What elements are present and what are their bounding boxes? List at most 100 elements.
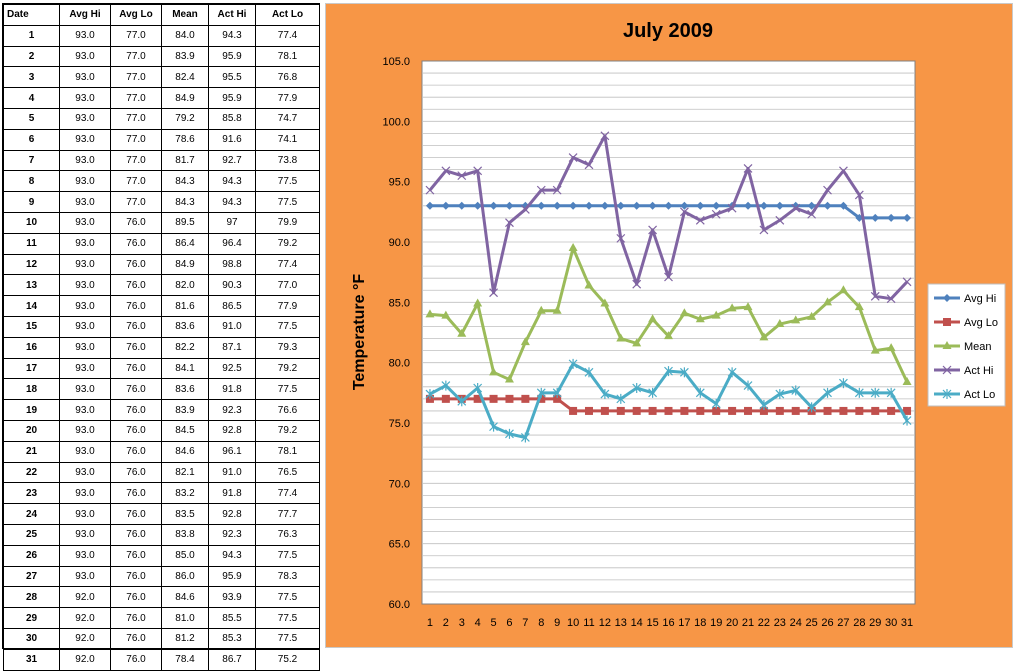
table-cell: 19 [3,399,60,421]
table-cell: 76.0 [110,211,162,234]
marker-stroke [759,225,769,235]
marker-stroke [473,166,483,176]
table-cell: 12 [3,253,60,276]
x-tick-label: 7 [522,617,528,629]
table-cell: 74.7 [255,107,320,130]
table-cell: 92.3 [208,523,256,546]
y-tick-label: 80.0 [389,358,410,370]
data-point [902,277,912,287]
table-cell: 21 [3,440,60,463]
table-cell: 91.6 [208,128,256,151]
data-point [695,215,705,225]
table-cell: 86.7 [208,648,256,671]
marker-stroke [727,203,737,213]
column-header: Mean [161,4,209,26]
data-point [441,394,450,403]
data-point [854,302,864,311]
data-point [854,190,864,200]
marker-stroke [743,163,753,173]
data-point [839,201,848,210]
table-cell: 95.9 [208,87,256,109]
data-point [823,201,832,210]
legend-label: Act Lo [964,389,995,401]
data-point [902,376,912,385]
data-point [425,185,435,195]
table-cell: 77.5 [255,170,320,193]
data-point [600,201,609,210]
table-cell: 77.0 [110,87,162,109]
table-cell: 92.7 [208,149,256,172]
table-cell: 92.3 [208,399,256,421]
table-cell: 93.0 [59,211,111,234]
table-cell: 17 [3,357,60,380]
y-tick-label: 65.0 [389,539,410,551]
table-cell: 77.5 [255,586,320,609]
data-point [886,387,896,398]
table-cell: 76.0 [110,482,162,505]
table-cell: 94.3 [208,544,256,567]
table-cell: 27 [3,565,60,588]
data-point [520,204,530,214]
table-cell: 83.6 [161,378,209,401]
data-point [505,201,514,210]
table-row: 5 93.0 77.0 79.2 85.8 74.7 [3,107,320,130]
data-point [441,380,451,391]
data-point [943,318,951,326]
table-cell: 76.0 [110,461,162,484]
data-point [839,166,848,176]
table-cell: 93.0 [59,544,111,567]
table-cell: 79.2 [255,357,320,380]
x-tick-label: 11 [583,617,594,629]
data-point [823,387,832,398]
table-cell: 77.5 [255,627,320,650]
table-cell: 97 [208,211,256,234]
data-point [759,332,769,341]
data-point [903,213,912,222]
table-cell: 77.0 [110,128,162,151]
marker-stroke [775,215,785,225]
table-cell: 74.1 [255,128,320,151]
table-cell: 76.0 [110,503,162,525]
table-cell: 84.6 [161,440,209,463]
table-cell: 87.1 [208,336,256,359]
table-cell: 77.0 [255,274,320,297]
table-cell: 83.9 [161,45,209,68]
table-cell: 90.3 [208,274,256,297]
table-cell: 78.1 [255,440,320,463]
table-cell: 92.8 [208,503,256,525]
data-point [616,201,625,210]
table-row: 31 92.0 76.0 78.4 86.7 75.2 [3,648,320,671]
table-cell: 18 [3,378,60,401]
table-cell: 94.3 [208,170,256,193]
marker-stroke [839,166,848,176]
x-tick-label: 19 [710,617,722,629]
table-cell: 93.0 [59,232,111,255]
marker-stroke [791,203,801,213]
table-cell: 93.0 [59,253,111,276]
table-cell: 93.0 [59,66,111,89]
x-tick-label: 5 [491,617,497,629]
data-point [664,201,673,210]
data-point [887,406,896,415]
data-point [759,406,768,415]
marker-stroke [870,291,880,301]
table-cell: 84.6 [161,586,209,609]
table-cell: 25 [3,523,60,546]
table-row: 30 92.0 76.0 81.2 85.3 77.5 [3,627,320,650]
marker-stroke [823,185,832,195]
table-row: 9 93.0 77.0 84.3 94.3 77.5 [3,191,320,213]
x-tick-label: 3 [459,617,465,629]
legend-label: Act Hi [964,365,993,377]
data-point [473,166,483,176]
data-point [648,314,658,323]
table-row: 19 93.0 76.0 83.9 92.3 76.6 [3,399,320,421]
data-point [902,415,912,426]
data-point [807,311,817,320]
table-cell: 91.8 [208,378,256,401]
data-point [664,331,673,340]
data-point [569,406,578,415]
data-point [584,160,594,170]
table-cell: 16 [3,336,60,359]
table-cell: 93.0 [59,128,111,151]
x-tick-label: 9 [554,617,560,629]
